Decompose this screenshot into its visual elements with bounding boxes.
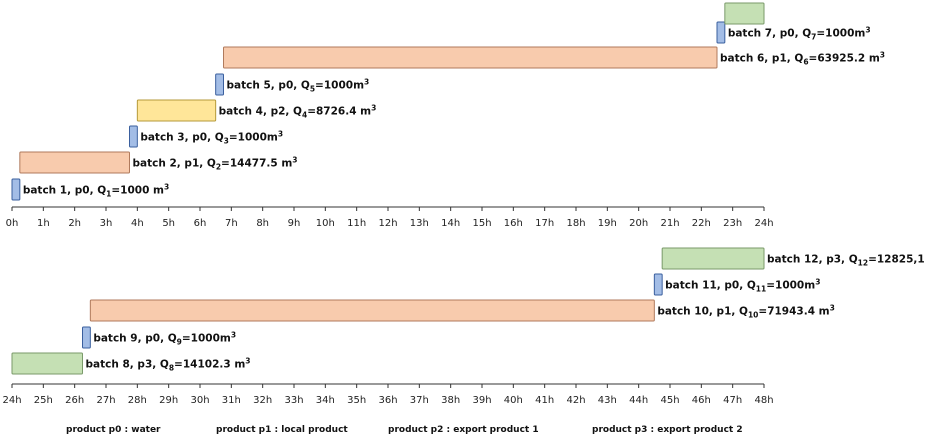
x-tick-label: 32h xyxy=(253,395,272,406)
x-tick-label: 37h xyxy=(410,395,429,406)
bar-batch-2 xyxy=(19,151,130,174)
x-tick-label: 14h xyxy=(441,218,460,229)
bar-label-batch-1: batch 1, p0, Q1=1000 m3 xyxy=(23,183,169,199)
x-tick-label: 30h xyxy=(190,395,209,406)
x-tick-label: 16h xyxy=(504,218,523,229)
legend-item-p0: product p0 : water xyxy=(66,425,161,435)
x-tick-label: 29h xyxy=(159,395,178,406)
x-tick-label: 11h xyxy=(347,218,366,229)
x-tick-label: 7h xyxy=(225,218,238,229)
x-tick-label: 17h xyxy=(535,218,554,229)
x-tick-label: 46h xyxy=(692,395,711,406)
bar-label-batch-4: batch 4, p2, Q4=8726.4 m3 xyxy=(219,104,377,120)
legend-item-p2: product p2 : export product 1 xyxy=(388,425,539,435)
x-tick-label: 28h xyxy=(128,395,147,406)
x-tick-label: 47h xyxy=(723,395,742,406)
x-tick-label: 2h xyxy=(68,218,81,229)
x-tick-label: 15h xyxy=(472,218,491,229)
x-tick-label: 12h xyxy=(378,218,397,229)
x-tick-label: 26h xyxy=(65,395,84,406)
bar-batch-1 xyxy=(11,178,21,201)
gantt-chart: 0h 1h 2h 3h 4h 5h 6h 7h 8h 9h 10h 11h 12h 13h 14h 15h 16… xyxy=(2,2,925,406)
legend: product p0 : water product p1 : local pr… xyxy=(0,425,925,441)
bar-label-batch-5: batch 5, p0, Q5=1000m3 xyxy=(227,78,370,94)
x-tick-label: 44h xyxy=(629,395,648,406)
x-tick-label: 10h xyxy=(316,218,335,229)
x-tick-label: 19h xyxy=(598,218,617,229)
x-tick-label: 38h xyxy=(441,395,460,406)
x-tick-label: 5h xyxy=(162,218,175,229)
x-tick-label: 21h xyxy=(660,218,679,229)
x-tick-label: 31h xyxy=(222,395,241,406)
x-tick-label: 20h xyxy=(629,218,648,229)
bar-label-batch-12: batch 12, p3, Q12=12825,1 m3 xyxy=(767,252,925,268)
x-tick-label: 0h xyxy=(6,218,19,229)
bar-label-batch-6: batch 6, p1, Q6=63925.2 m3 xyxy=(720,51,885,67)
bar-label-batch-8: batch 8, p3, Q8=14102.3 m3 xyxy=(86,357,251,373)
x-tick-label: 22h xyxy=(692,218,711,229)
x-tick-label: 6h xyxy=(194,218,207,229)
x-tick-label: 25h xyxy=(34,395,53,406)
bar-label-batch-11: batch 11, p0, Q11=1000m3 xyxy=(665,278,820,294)
x-tick-label: 40h xyxy=(504,395,523,406)
bar-batch-10 xyxy=(89,299,655,322)
bar-batch-9 xyxy=(82,326,91,349)
x-tick-label: 13h xyxy=(410,218,429,229)
x-tick-label: 42h xyxy=(566,395,585,406)
bar-label-batch-2: batch 2, p1, Q2=14477.5 m3 xyxy=(133,156,298,172)
x-tick-label: 36h xyxy=(378,395,397,406)
x-tick-label: 8h xyxy=(256,218,269,229)
bar-p3-continuation xyxy=(724,2,765,25)
bar-label-batch-9: batch 9, p0, Q9=1000m3 xyxy=(93,331,236,347)
bar-batch-5 xyxy=(215,73,225,96)
x-tick-label: 23h xyxy=(723,218,742,229)
bar-batch-12 xyxy=(661,247,765,270)
bar-label-batch-10: batch 10, p1, Q10=71943.4 m3 xyxy=(657,304,835,320)
x-tick-label: 34h xyxy=(316,395,335,406)
bar-batch-8 xyxy=(11,352,83,375)
bar-batch-3 xyxy=(129,125,138,148)
bar-batch-6 xyxy=(223,46,718,69)
x-tick-label: 9h xyxy=(288,218,301,229)
x-tick-label: 48h xyxy=(754,395,773,406)
bar-label-batch-7: batch 7, p0, Q7=1000m3 xyxy=(728,26,871,42)
bar-label-batch-3: batch 3, p0, Q3=1000m3 xyxy=(140,130,283,146)
x-tick-label: 3h xyxy=(100,218,113,229)
x-tick-label: 24h xyxy=(754,218,773,229)
bar-batch-7 xyxy=(716,21,726,44)
x-tick-label: 45h xyxy=(660,395,679,406)
x-tick-label: 33h xyxy=(284,395,303,406)
x-tick-label: 39h xyxy=(472,395,491,406)
bar-batch-11 xyxy=(653,273,663,296)
x-tick-label: 1h xyxy=(37,218,50,229)
x-tick-label: 43h xyxy=(598,395,617,406)
x-tick-label: 41h xyxy=(535,395,554,406)
legend-item-p1: product p1 : local product xyxy=(216,425,348,435)
bar-batch-4 xyxy=(136,99,217,122)
x-tick-label: 24h xyxy=(2,395,21,406)
x-tick-label: 35h xyxy=(347,395,366,406)
x-tick-label: 4h xyxy=(131,218,144,229)
x-tick-label: 18h xyxy=(566,218,585,229)
legend-item-p3: product p3 : export product 2 xyxy=(592,425,743,435)
x-tick-label: 27h xyxy=(96,395,115,406)
